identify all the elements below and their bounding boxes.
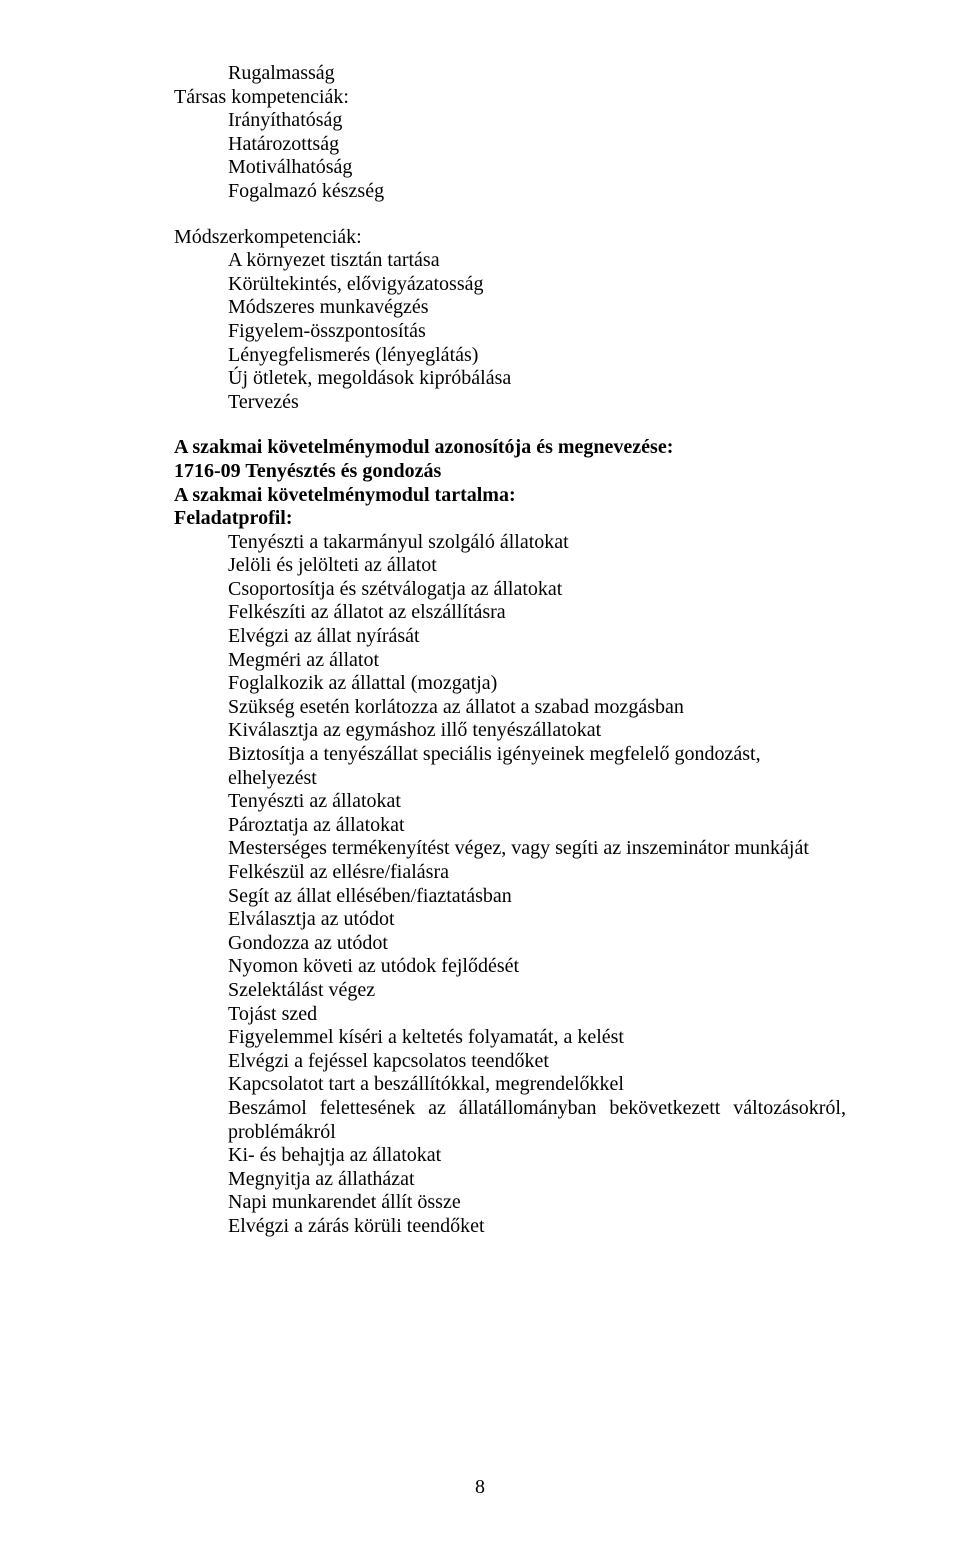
line: Társas kompetenciák: <box>174 86 846 110</box>
task-line: Elvégzi az állat nyírását <box>228 625 846 649</box>
word: Beszámol <box>228 1097 307 1121</box>
task-line: Felkészíti az állatot az elszállításra <box>228 601 846 625</box>
line: Fogalmazó készség <box>228 180 846 204</box>
task-line: Csoportosítja és szétválogatja az állato… <box>228 578 846 602</box>
task-line: Figyelemmel kíséri a keltetés folyamatát… <box>228 1026 846 1050</box>
text: Feladatprofil: <box>174 507 293 529</box>
line: Határozottság <box>228 133 846 157</box>
word: az <box>428 1097 446 1121</box>
text: A szakmai követelménymodul tartalma: <box>174 484 516 506</box>
task-line: Gondozza az utódot <box>228 932 846 956</box>
line: Új ötletek, megoldások kipróbálása <box>228 367 846 391</box>
task-line: Tenyészti az állatokat <box>228 790 846 814</box>
word: állatállományban <box>459 1097 597 1121</box>
word: változásokról, <box>733 1097 846 1121</box>
word: bekövetkezett <box>609 1097 720 1121</box>
task-line: Elválasztja az utódot <box>228 908 846 932</box>
page-number: 8 <box>0 1476 960 1500</box>
task-line: Elvégzi a fejéssel kapcsolatos teendőket <box>228 1050 846 1074</box>
task-line: Pároztatja az állatokat <box>228 814 846 838</box>
task-line: Felkészül az ellésre/fialásra <box>228 861 846 885</box>
task-line: Megméri az állatot <box>228 649 846 673</box>
task-line: Mesterséges termékenyítést végez, vagy s… <box>228 837 846 861</box>
line: Módszerkompetenciák: <box>174 226 846 250</box>
module-title: Tenyésztés és gondozás <box>245 460 441 482</box>
section-heading: A szakmai követelménymodul tartalma: <box>174 484 846 508</box>
document-page: Rugalmasság Társas kompetenciák: Irányít… <box>0 0 960 1556</box>
section-heading: Feladatprofil: <box>174 507 846 531</box>
task-line: Megnyitja az állatházat <box>228 1168 846 1192</box>
line: Körültekintés, elővigyázatosság <box>228 273 846 297</box>
task-line: Szükség esetén korlátozza az állatot a s… <box>228 696 846 720</box>
line: Irányíthatóság <box>228 109 846 133</box>
line: Tervezés <box>228 391 846 415</box>
word: felettesének <box>320 1097 416 1121</box>
task-line: Napi munkarendet állít össze <box>228 1191 846 1215</box>
module-id: 1716-09 <box>174 460 245 482</box>
line: Motiválhatóság <box>228 156 846 180</box>
task-line: Tenyészti a takarmányul szolgáló állatok… <box>228 531 846 555</box>
section-heading: A szakmai követelménymodul azonosítója é… <box>174 436 846 460</box>
task-line: Foglalkozik az állattal (mozgatja) <box>228 672 846 696</box>
task-line: Jelöli és jelölteti az állatot <box>228 554 846 578</box>
task-line: Ki- és behajtja az állatokat <box>228 1144 846 1168</box>
line: A környezet tisztán tartása <box>228 249 846 273</box>
task-line: Segít az állat ellésében/fiaztatásban <box>228 885 846 909</box>
line: Lényegfelismerés (lényeglátás) <box>228 344 846 368</box>
task-line: Biztosítja a tenyészállat speciális igén… <box>228 743 846 790</box>
module-id-line: 1716-09 Tenyésztés és gondozás <box>174 460 846 484</box>
line: Figyelem-összpontosítás <box>228 320 846 344</box>
task-line: Kapcsolatot tart a beszállítókkal, megre… <box>228 1073 846 1097</box>
task-line-justified: Beszámol felettesének az állatállományba… <box>228 1097 846 1121</box>
task-line: Kiválasztja az egymáshoz illő tenyészáll… <box>228 719 846 743</box>
task-line: problémákról <box>228 1121 846 1145</box>
text: A szakmai követelménymodul azonosítója é… <box>174 436 673 458</box>
line: Módszeres munkavégzés <box>228 296 846 320</box>
task-line: Elvégzi a zárás körüli teendőket <box>228 1215 846 1239</box>
task-line: Nyomon követi az utódok fejlődését <box>228 955 846 979</box>
task-line: Szelektálást végez <box>228 979 846 1003</box>
line: Rugalmasság <box>228 62 846 86</box>
task-line: Tojást szed <box>228 1003 846 1027</box>
